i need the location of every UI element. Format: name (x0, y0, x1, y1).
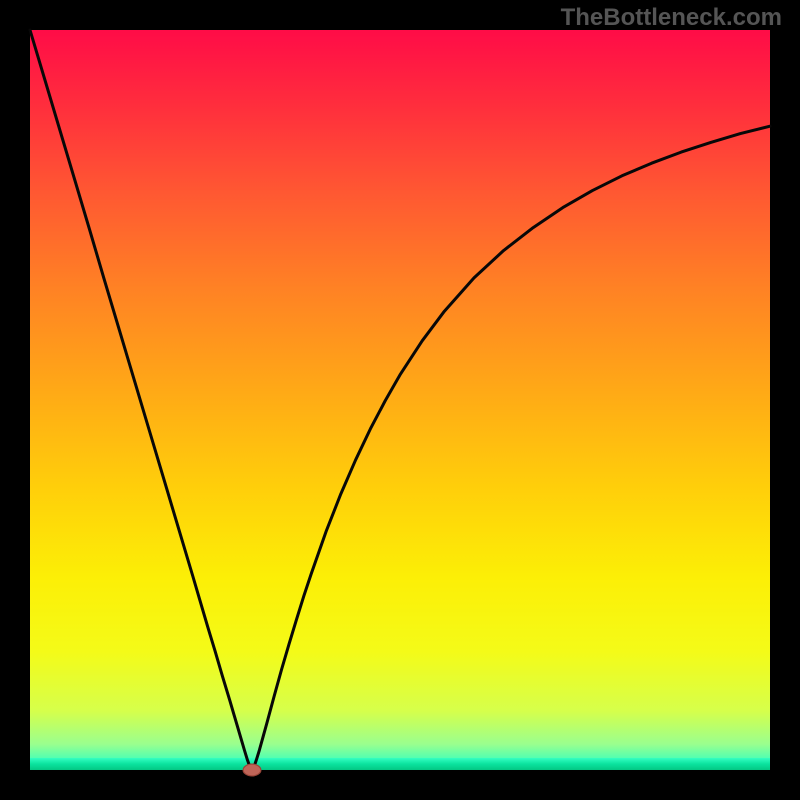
watermark-text: TheBottleneck.com (561, 4, 782, 32)
chart-frame (0, 0, 800, 800)
